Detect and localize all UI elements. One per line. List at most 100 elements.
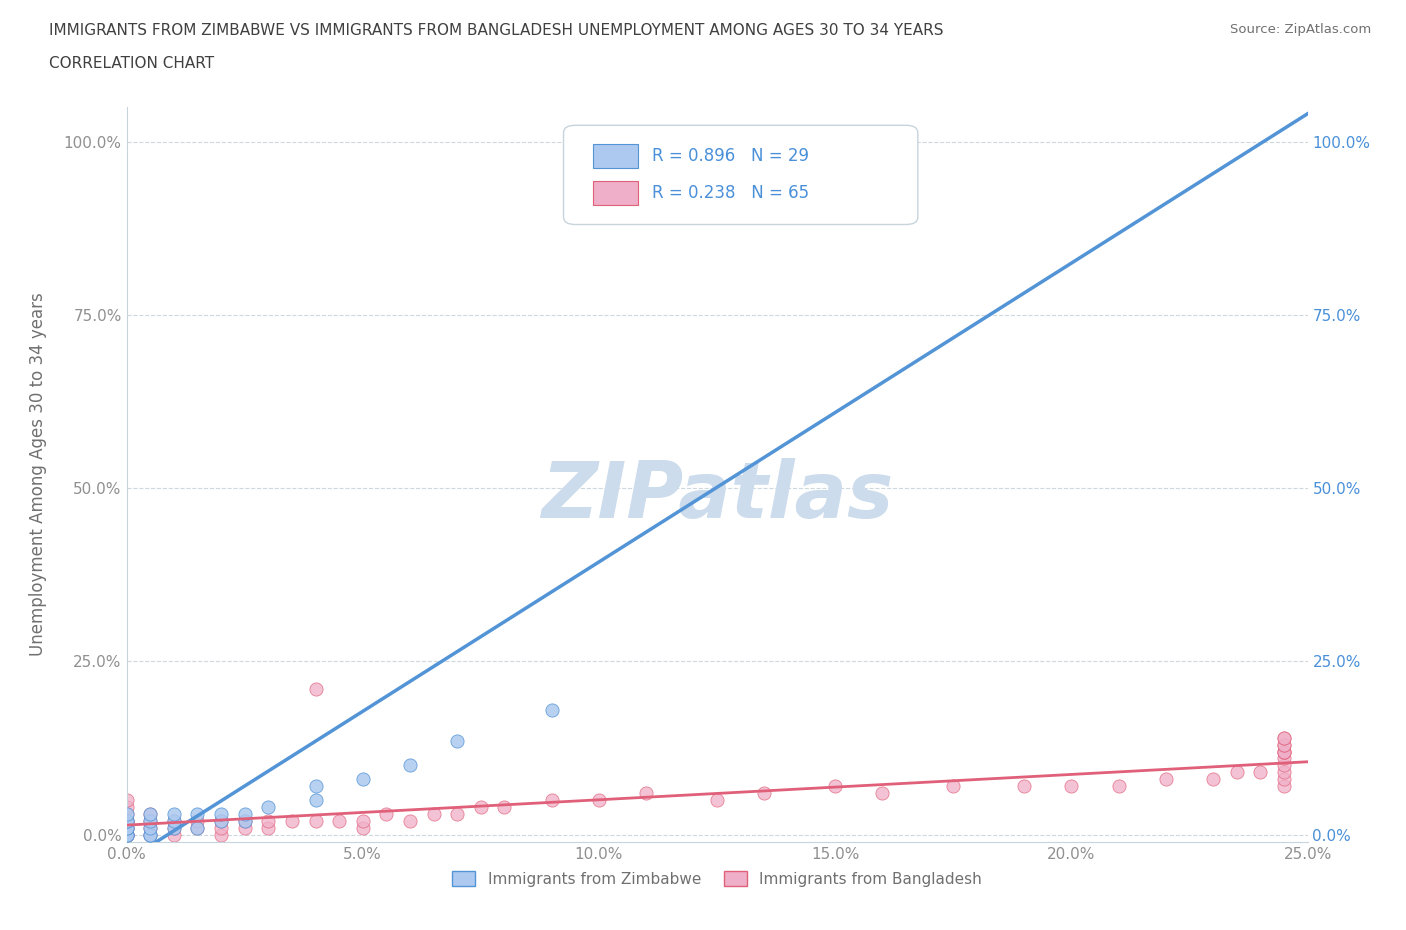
Point bbox=[304, 778, 326, 793]
Point bbox=[186, 820, 208, 835]
Point bbox=[588, 792, 610, 807]
Point bbox=[1012, 778, 1035, 793]
Point bbox=[375, 806, 398, 821]
Point bbox=[115, 792, 138, 807]
Point bbox=[115, 806, 138, 821]
Point bbox=[139, 806, 162, 821]
Point bbox=[115, 828, 138, 843]
Point bbox=[115, 800, 138, 815]
Point bbox=[115, 828, 138, 843]
FancyBboxPatch shape bbox=[564, 126, 918, 224]
Point bbox=[1154, 772, 1177, 787]
Point bbox=[304, 682, 326, 697]
Point bbox=[233, 820, 256, 835]
Text: ZIPatlas: ZIPatlas bbox=[541, 458, 893, 535]
Point bbox=[115, 806, 138, 821]
Point bbox=[1272, 730, 1295, 745]
Point bbox=[636, 786, 658, 801]
Point bbox=[304, 792, 326, 807]
Point bbox=[139, 814, 162, 829]
Point bbox=[233, 806, 256, 821]
Point bbox=[1272, 778, 1295, 793]
Text: R = 0.896   N = 29: R = 0.896 N = 29 bbox=[652, 147, 808, 166]
Point bbox=[139, 828, 162, 843]
Point bbox=[1060, 778, 1083, 793]
Point bbox=[942, 778, 965, 793]
Point bbox=[163, 820, 186, 835]
Point bbox=[139, 814, 162, 829]
Point bbox=[1249, 764, 1271, 779]
Point bbox=[163, 814, 186, 829]
Point bbox=[1272, 772, 1295, 787]
Point bbox=[352, 772, 374, 787]
Point bbox=[115, 814, 138, 829]
Point bbox=[706, 792, 728, 807]
Point bbox=[115, 828, 138, 843]
Point bbox=[872, 786, 894, 801]
Point bbox=[209, 828, 232, 843]
Point bbox=[1272, 764, 1295, 779]
Point bbox=[115, 820, 138, 835]
Point bbox=[233, 814, 256, 829]
Point bbox=[399, 814, 422, 829]
Point bbox=[115, 828, 138, 843]
Text: CORRELATION CHART: CORRELATION CHART bbox=[49, 56, 214, 71]
Point bbox=[186, 814, 208, 829]
Point bbox=[848, 182, 870, 197]
Point bbox=[163, 820, 186, 835]
Point bbox=[422, 806, 444, 821]
Point bbox=[824, 778, 846, 793]
Point bbox=[209, 806, 232, 821]
Point bbox=[233, 814, 256, 829]
Point bbox=[115, 814, 138, 829]
Point bbox=[1272, 744, 1295, 759]
Point bbox=[1108, 778, 1130, 793]
Point bbox=[754, 786, 776, 801]
Point bbox=[209, 820, 232, 835]
Text: IMMIGRANTS FROM ZIMBABWE VS IMMIGRANTS FROM BANGLADESH UNEMPLOYMENT AMONG AGES 3: IMMIGRANTS FROM ZIMBABWE VS IMMIGRANTS F… bbox=[49, 23, 943, 38]
Point bbox=[1272, 744, 1295, 759]
FancyBboxPatch shape bbox=[593, 181, 638, 205]
Point bbox=[257, 814, 280, 829]
Point bbox=[352, 820, 374, 835]
Point bbox=[139, 820, 162, 835]
Point bbox=[1272, 737, 1295, 752]
Point bbox=[446, 734, 468, 749]
Point bbox=[115, 820, 138, 835]
Point bbox=[209, 814, 232, 829]
Text: R = 0.238   N = 65: R = 0.238 N = 65 bbox=[652, 184, 810, 202]
Text: Source: ZipAtlas.com: Source: ZipAtlas.com bbox=[1230, 23, 1371, 36]
Point bbox=[139, 820, 162, 835]
Point bbox=[139, 828, 162, 843]
Point bbox=[470, 800, 492, 815]
Point bbox=[209, 814, 232, 829]
FancyBboxPatch shape bbox=[593, 144, 638, 168]
Point bbox=[257, 800, 280, 815]
Point bbox=[399, 758, 422, 773]
Point bbox=[446, 806, 468, 821]
Point bbox=[115, 814, 138, 829]
Point bbox=[186, 820, 208, 835]
Point bbox=[257, 820, 280, 835]
Point bbox=[304, 814, 326, 829]
Point bbox=[163, 828, 186, 843]
Point bbox=[540, 792, 562, 807]
Point bbox=[186, 806, 208, 821]
Point bbox=[352, 814, 374, 829]
Y-axis label: Unemployment Among Ages 30 to 34 years: Unemployment Among Ages 30 to 34 years bbox=[30, 292, 46, 657]
Point bbox=[1226, 764, 1249, 779]
Point bbox=[163, 814, 186, 829]
Point bbox=[328, 814, 350, 829]
Point bbox=[281, 814, 304, 829]
Point bbox=[1272, 737, 1295, 752]
Point bbox=[1272, 758, 1295, 773]
Point bbox=[115, 828, 138, 843]
Point bbox=[494, 800, 516, 815]
Point bbox=[1272, 730, 1295, 745]
Point bbox=[163, 806, 186, 821]
Point bbox=[139, 828, 162, 843]
Point bbox=[1202, 772, 1225, 787]
Point bbox=[1272, 751, 1295, 766]
Point bbox=[115, 828, 138, 843]
Point bbox=[115, 814, 138, 829]
